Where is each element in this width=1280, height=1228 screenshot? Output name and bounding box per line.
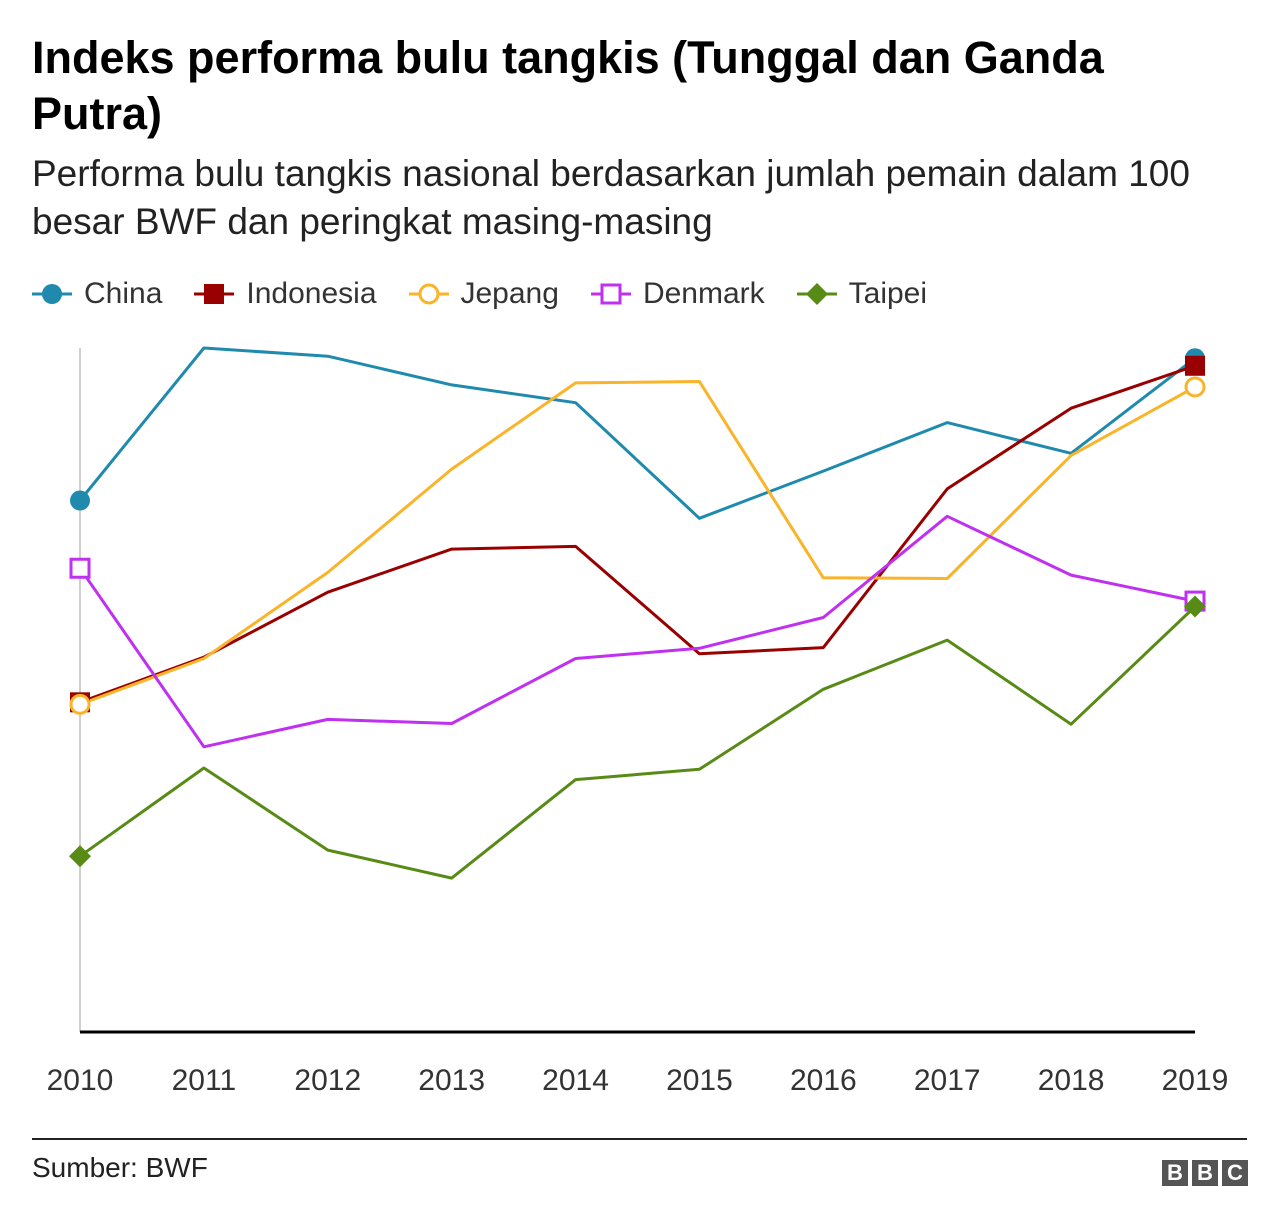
x-tick-labels: 2010 2011 2012 2013 2014 2015 2016 2017 2018 2019 xyxy=(47,1064,1229,1097)
series-line-china xyxy=(78,346,1196,520)
legend-swatch xyxy=(32,284,72,304)
x-tick-label: 2012 xyxy=(294,1064,361,1097)
series-marker-indonesia xyxy=(1185,355,1205,376)
x-tick-label: 2017 xyxy=(914,1064,981,1097)
legend-item: China xyxy=(32,274,162,314)
x-tick-label: 2011 xyxy=(172,1064,237,1097)
legend-label: Indonesia xyxy=(246,277,377,310)
x-tick-label: 2016 xyxy=(790,1064,857,1097)
legend-label: Jepang xyxy=(460,277,559,310)
legend-item: Taipei xyxy=(796,274,928,314)
series-markers xyxy=(69,348,1206,868)
legend-item: Indonesia xyxy=(194,274,377,314)
series-lines xyxy=(78,346,1197,880)
series-line-taipei xyxy=(79,605,1197,880)
legend-swatch xyxy=(194,284,235,304)
legend-item: Denmark xyxy=(590,274,765,314)
chart-title: Indeks performa bulu tangkis (Tunggal da… xyxy=(32,32,1104,139)
legend-item: Jepang xyxy=(408,274,559,314)
x-tick-label: 2013 xyxy=(418,1064,485,1097)
series-marker-china xyxy=(70,490,90,511)
legend-swatch-marker xyxy=(42,284,62,304)
x-tick-label: 2015 xyxy=(666,1064,733,1097)
logo-letter: B xyxy=(1192,1160,1218,1186)
series-line-denmark xyxy=(78,514,1196,749)
footer-divider xyxy=(32,1138,1247,1140)
series-marker-denmark xyxy=(69,557,91,579)
series-marker-taipei xyxy=(69,845,91,868)
legend-swatch xyxy=(408,283,449,305)
logo-letter: B xyxy=(1162,1160,1188,1186)
series-line-indonesia xyxy=(79,364,1196,704)
x-tick-label: 2019 xyxy=(1162,1064,1229,1097)
series-line-jepang xyxy=(79,380,1196,706)
series-marker-jepang xyxy=(1184,376,1206,398)
line-chart: 2010 2011 2012 2013 2014 2015 2016 2017 2018 2019 xyxy=(47,346,1229,1097)
series-marker-taipei xyxy=(1184,595,1206,618)
legend-label: Taipei xyxy=(848,277,928,310)
series-marker-jepang xyxy=(69,693,91,715)
bbc-logo: B B C xyxy=(1158,1160,1248,1186)
legend-label: China xyxy=(84,277,163,310)
x-tick-label: 2018 xyxy=(1038,1064,1105,1097)
logo-letter: C xyxy=(1222,1160,1248,1186)
x-tick-label: 2014 xyxy=(542,1064,609,1097)
legend-swatch-marker xyxy=(418,283,439,305)
legend: China Indonesia Jepang Denmark Taipei xyxy=(32,272,959,316)
legend-swatch-marker xyxy=(600,283,622,305)
legend-swatch-marker xyxy=(204,284,225,304)
legend-swatch-marker xyxy=(805,283,828,305)
chart-subtitle: Performa bulu tangkis nasional berdasark… xyxy=(32,153,1190,242)
x-tick-label: 2010 xyxy=(47,1064,114,1097)
legend-swatch xyxy=(796,283,837,305)
legend-swatch xyxy=(590,283,631,305)
legend-label: Denmark xyxy=(642,277,765,310)
source-note: Sumber: BWF xyxy=(32,1152,208,1183)
